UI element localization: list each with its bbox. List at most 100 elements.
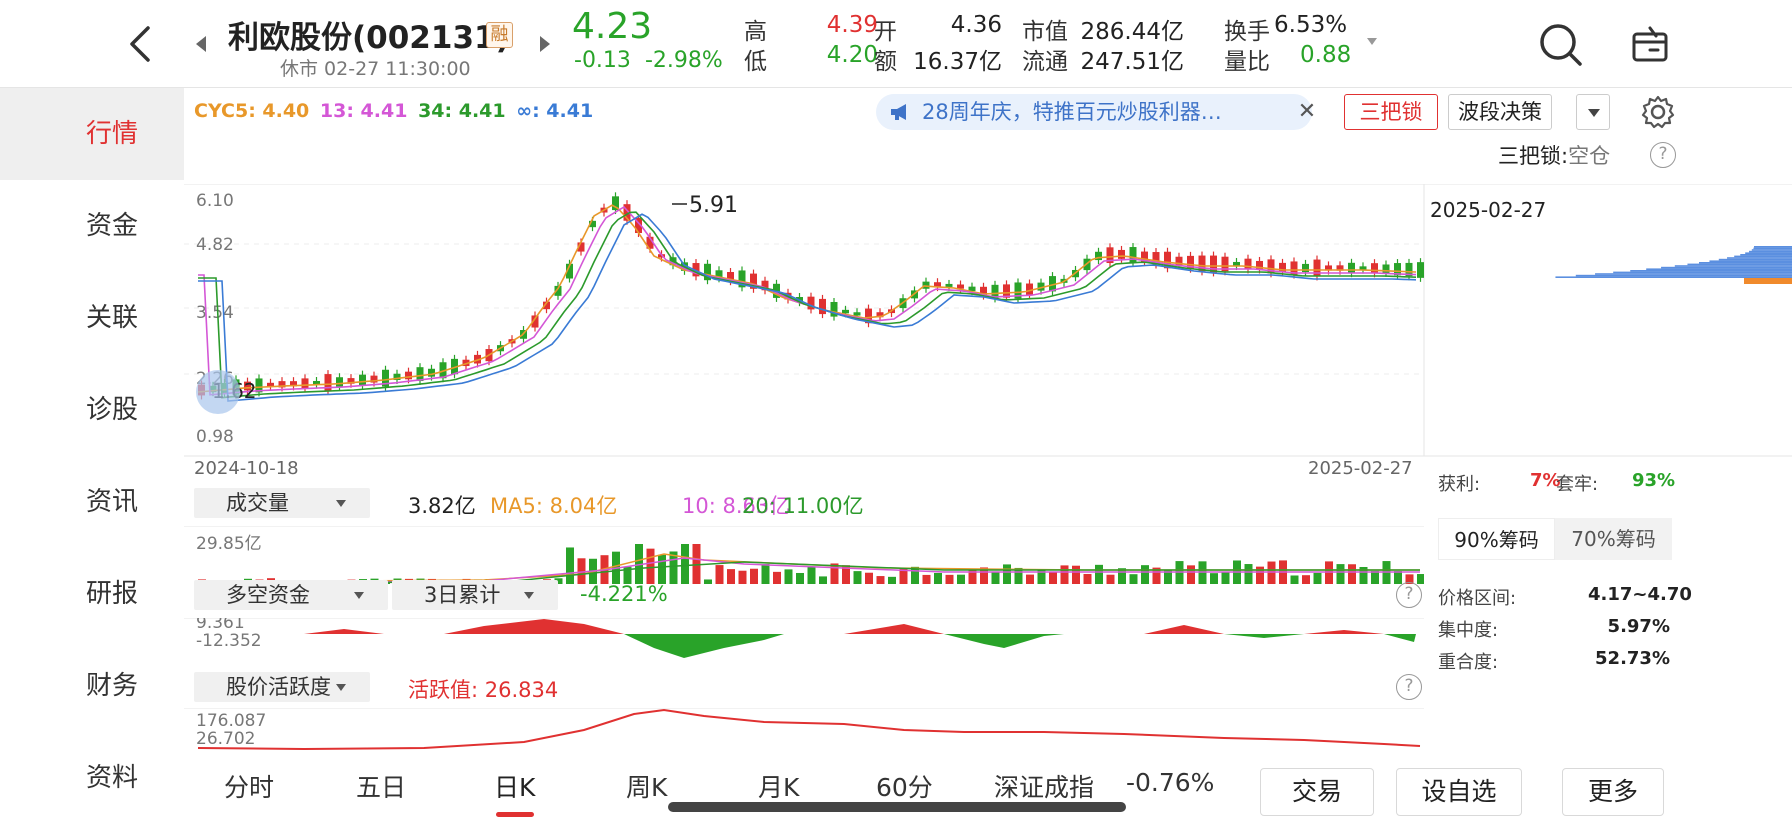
overlap-value: 52.73% <box>1595 648 1670 669</box>
main-panel: CYC5: 4.40 13: 4.41 34: 4.41 ∞: 4.41 28周… <box>184 88 1792 828</box>
nav-research[interactable]: 研报 <box>85 579 138 609</box>
kline-chart[interactable]: 6.10 4.82 3.54 2.26 0.98 5.91 1.62 <box>184 184 1792 524</box>
quote-expand-icon[interactable] <box>1367 38 1377 45</box>
y-tick-2: 4.82 <box>196 235 234 255</box>
back-icon[interactable] <box>120 22 160 66</box>
volume-ma5: MA5: 8.04亿 <box>490 494 618 518</box>
overlap-label: 重合度: <box>1438 652 1499 673</box>
trap-value: 93% <box>1632 470 1676 491</box>
band-decision-button[interactable]: 波段决策 <box>1448 94 1552 130</box>
help-icon[interactable]: ? <box>1650 142 1676 168</box>
promo-text: 28周年庆，特推百元炒股利器… <box>922 100 1222 124</box>
megaphone-icon <box>891 104 906 120</box>
nav-diagnosis[interactable]: 诊股 <box>85 395 138 425</box>
tab-daily-k[interactable]: 日K <box>494 773 536 802</box>
trap-label: 套牢: <box>1556 474 1599 495</box>
tab-weekly-k[interactable]: 周K <box>626 773 668 802</box>
activity-value: 活跃值: 26.834 <box>408 678 559 702</box>
tab-intraday[interactable]: 分时 <box>224 773 275 802</box>
nav-finance[interactable]: 财务 <box>85 671 138 701</box>
search-icon[interactable] <box>1538 22 1584 68</box>
share-icon[interactable] <box>1630 24 1670 64</box>
fund-axis-max: 9.361 <box>196 618 245 633</box>
amount-value: 16.37亿 <box>913 49 1002 75</box>
fund-help-icon[interactable]: ? <box>1396 582 1422 608</box>
prev-stock-icon[interactable] <box>196 36 206 52</box>
activity-chart[interactable]: 176.087 26.702 <box>184 708 1424 760</box>
chip-date: 2025-02-27 <box>1430 198 1547 222</box>
trade-button[interactable]: 交易 <box>1260 768 1374 816</box>
high-mark: 5.91 <box>689 193 738 218</box>
next-stock-icon[interactable] <box>540 36 550 52</box>
quote-grid[interactable]: 高 4.39 低 4.20 开 4.36 额 16.37亿 市值 286.44亿… <box>744 12 1364 82</box>
chip-distribution <box>1555 246 1792 284</box>
add-watchlist-button[interactable]: 设自选 <box>1396 768 1522 816</box>
tab-five-day[interactable]: 五日 <box>356 773 407 802</box>
price-change: -0.13 -2.98% <box>574 48 723 73</box>
fund-selector[interactable]: 多空资金 <box>194 580 388 610</box>
chip-tabs: 90%筹码 70%筹码 <box>1438 518 1672 560</box>
activity-axis-min: 26.702 <box>196 729 255 749</box>
low-value: 4.20 <box>826 42 878 68</box>
tab-90-chips[interactable]: 90%筹码 <box>1438 518 1555 560</box>
float-label: 流通 <box>1022 49 1068 75</box>
fund-chart[interactable]: 9.361 -12.352 <box>184 618 1424 666</box>
activity-help-icon[interactable]: ? <box>1396 674 1422 700</box>
more-button[interactable]: 更多 <box>1562 768 1664 816</box>
activity-selector[interactable]: 股价活跃度 <box>194 672 370 702</box>
turnover-label: 换手 <box>1224 19 1270 45</box>
horizontal-scrollbar[interactable] <box>668 802 1126 812</box>
profit-value: 7% <box>1530 470 1561 491</box>
stock-name: 利欧股份(002131) <box>228 20 510 56</box>
nav-news[interactable]: 资讯 <box>85 487 138 517</box>
concentration-value: 5.97% <box>1607 616 1670 637</box>
ma-34: 34: 4.41 <box>418 100 506 122</box>
profit-label: 获利: <box>1438 474 1481 495</box>
volume-ma20: 20: 11.00亿 <box>742 494 864 518</box>
tab-70-chips[interactable]: 70%筹码 <box>1571 527 1656 551</box>
volratio-label: 量比 <box>1224 49 1270 75</box>
range-label: 价格区间: <box>1438 588 1517 609</box>
indicator-dropdown-button[interactable] <box>1576 94 1610 130</box>
tab-60min[interactable]: 60分 <box>876 773 933 802</box>
date-end: 2025-02-27 <box>1308 458 1413 479</box>
mcap-value: 286.44亿 <box>1080 19 1184 45</box>
fund-period-selector[interactable]: 3日累计 <box>392 580 558 610</box>
three-locks-value: 空仓 <box>1568 144 1611 168</box>
nav-funds[interactable]: 资金 <box>85 211 138 241</box>
fund-value: -4.221% <box>580 582 668 606</box>
range-value: 4.17~4.70 <box>1588 584 1692 605</box>
three-locks-status: 三把锁:空仓 <box>1498 140 1610 170</box>
y-tick-5: 0.98 <box>196 427 234 447</box>
low-label: 低 <box>744 49 767 75</box>
three-locks-label: 三把锁: <box>1498 144 1569 168</box>
index-name[interactable]: 深证成指 <box>994 773 1095 802</box>
left-nav: 行情 资金 关联 诊股 资讯 研报 财务 资料 <box>0 88 184 828</box>
change-amount: -0.13 <box>574 48 631 73</box>
ma-legend: CYC5: 4.40 13: 4.41 34: 4.41 ∞: 4.41 <box>194 100 597 122</box>
ma-inf: ∞: 4.41 <box>516 100 594 122</box>
nav-market[interactable]: 行情 <box>0 88 184 180</box>
nav-related[interactable]: 关联 <box>85 303 138 333</box>
active-tab-indicator <box>496 812 534 817</box>
nav-profile[interactable]: 资料 <box>85 763 138 793</box>
volume-chart[interactable]: 29.85亿 <box>184 526 1424 584</box>
ma-13: 13: 4.41 <box>319 100 408 122</box>
tab-monthly-k[interactable]: 月K <box>758 773 800 802</box>
gear-icon[interactable] <box>1640 94 1676 130</box>
volume-selector[interactable]: 成交量 <box>194 488 370 518</box>
candles <box>198 192 1424 400</box>
open-value: 4.36 <box>950 12 1002 38</box>
market-status: 休市 02-27 11:30:00 <box>280 58 471 80</box>
three-locks-button[interactable]: 三把锁 <box>1344 94 1438 130</box>
promo-banner[interactable]: 28周年庆，特推百元炒股利器… <box>876 94 1312 130</box>
volume-ma10: 10: 8.63亿 <box>682 494 791 518</box>
mcap-label: 市值 <box>1022 19 1068 45</box>
high-value: 4.39 <box>826 12 878 38</box>
close-icon[interactable]: ✕ <box>1297 99 1317 124</box>
volratio-value: 0.88 <box>1300 42 1352 68</box>
last-price: 4.23 <box>572 6 653 47</box>
open-label: 开 <box>874 19 897 45</box>
crosshair-handle[interactable] <box>196 370 240 414</box>
turnover-value: 6.53% <box>1274 12 1348 38</box>
